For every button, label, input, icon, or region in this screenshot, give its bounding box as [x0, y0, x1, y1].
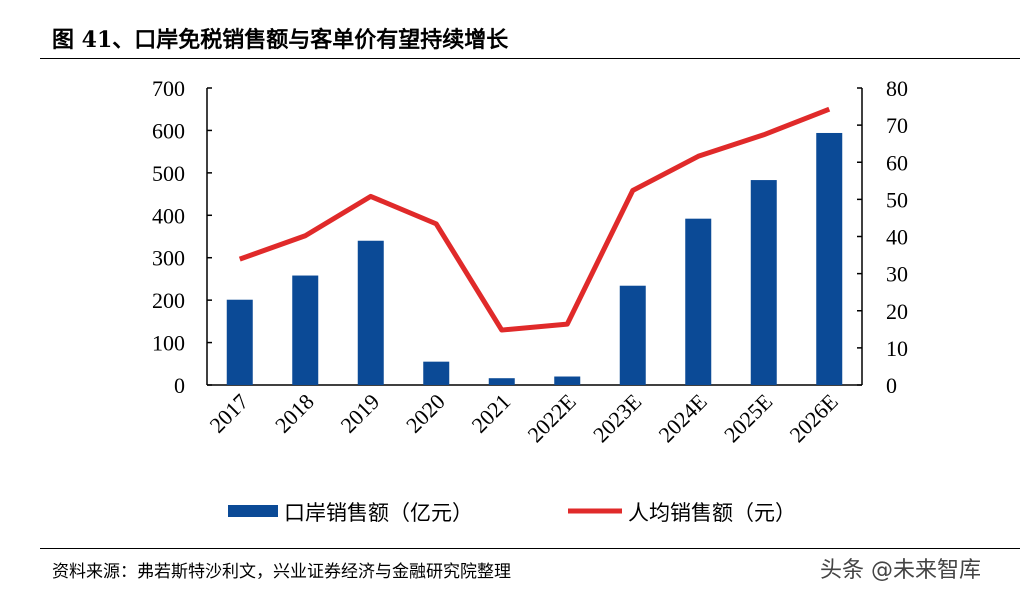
x-tick-label: 2022E	[522, 389, 580, 447]
right-tick-label: 70	[886, 113, 908, 138]
x-tick-label: 2025E	[719, 389, 777, 447]
source-note: 资料来源：弗若斯特沙利文，兴业证券经济与金融研究院整理	[52, 562, 511, 582]
x-tick-label: 2023E	[588, 389, 646, 447]
x-tick-label: 2024E	[653, 389, 711, 447]
left-tick-label: 400	[152, 203, 185, 228]
bar-2021	[488, 378, 515, 385]
left-tick-label: 600	[152, 118, 185, 143]
bar-2026E	[816, 132, 843, 385]
bar-2020	[423, 361, 450, 385]
figure-title: 图 41、口岸免税销售额与客单价有望持续增长	[52, 27, 509, 53]
left-tick-label: 700	[152, 76, 185, 101]
bar-2018	[292, 275, 319, 385]
bar-2019	[357, 240, 384, 385]
left-tick-label: 500	[152, 161, 185, 186]
legend-bar-swatch	[228, 505, 278, 517]
x-tick-label: 2021	[466, 389, 515, 438]
legend-line-label: 人均销售额（元）	[628, 501, 796, 525]
right-tick-label: 60	[886, 150, 908, 175]
x-tick-label: 2018	[270, 389, 319, 438]
right-tick-label: 80	[886, 76, 908, 101]
right-tick-label: 10	[886, 336, 908, 361]
left-tick-label: 100	[152, 331, 185, 356]
bar-2022E	[554, 376, 581, 385]
x-tick-label: 2026E	[784, 389, 842, 447]
watermark: 头条 @未来智库	[820, 558, 981, 583]
bar-2023E	[619, 285, 646, 385]
bar-2024E	[685, 218, 712, 385]
left-tick-label: 300	[152, 246, 185, 271]
right-tick-label: 0	[886, 373, 897, 398]
right-tick-label: 40	[886, 225, 908, 250]
right-tick-label: 30	[886, 262, 908, 287]
right-tick-label: 50	[886, 187, 908, 212]
line-series	[238, 106, 831, 333]
x-tick-label: 2019	[335, 389, 384, 438]
x-tick-label: 2020	[401, 389, 450, 438]
left-tick-label: 0	[174, 373, 185, 398]
bar-2025E	[750, 180, 777, 385]
right-tick-label: 20	[886, 299, 908, 324]
left-tick-label: 200	[152, 288, 185, 313]
legend-bar-label: 口岸销售额（亿元）	[284, 501, 473, 525]
title-rule	[40, 58, 1020, 59]
x-tick-label: 2017	[204, 389, 253, 438]
bar-2017	[226, 299, 253, 385]
source-rule	[40, 548, 1020, 549]
